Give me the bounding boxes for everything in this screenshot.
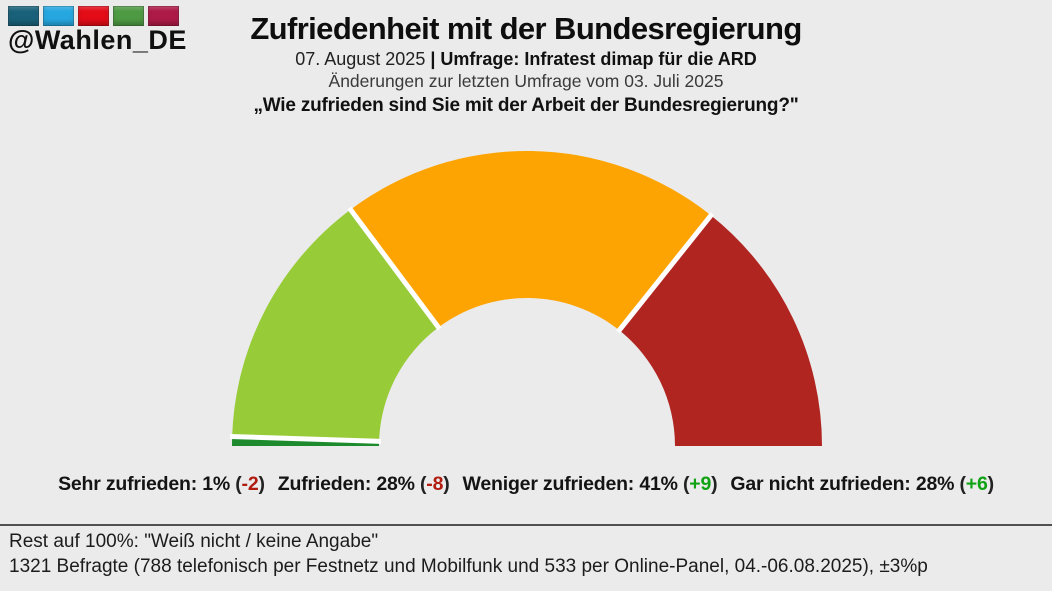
legend-paren-close: ) [443,473,450,495]
legend: Sehr zufrieden: 1% (-2) Zufrieden: 28% (-… [0,473,1052,496]
legend-change-value: +6 [965,473,988,495]
logo-square-2 [43,6,74,26]
gauge-segment-separator [616,212,715,334]
satisfaction-gauge-chart [230,150,822,446]
header: Zufriedenheit mit der Bundesregierung 07… [0,12,1052,117]
logo-handle: @Wahlen_DE [8,25,187,55]
legend-label-value: Zufrieden: 28% [277,473,415,495]
legend-label-value: Gar nicht zufrieden: 28% [730,473,955,495]
footer-sample-note: 1321 Befragte (788 telefonisch per Festn… [9,555,928,577]
legend-paren-open: ( [414,473,427,495]
legend-change-value: -8 [426,473,444,495]
legend-label-value: Sehr zufrieden: 1% [58,473,231,495]
legend-item-gar-nicht-zufrieden: Gar nicht zufrieden: 28% (+6) [730,473,994,496]
legend-change-value: +9 [689,473,712,495]
changes-note: Änderungen zur letzten Umfrage vom 03. J… [328,71,724,91]
logo-color-squares [8,6,187,26]
gauge-segment-separator [347,206,442,331]
gauge-segment-weniger-zufrieden [350,150,711,331]
subtitle-date-source: 07. August 2025 | Umfrage: Infratest dim… [0,49,1052,70]
logo-square-3 [78,6,109,26]
wahlen-de-logo: @Wahlen_DE [8,6,187,54]
legend-paren-open: ( [230,473,242,495]
legend-paren-open: ( [677,473,690,495]
legend-paren-close: ) [711,473,718,495]
gauge-segment-gar-nicht-zufrieden [619,215,822,446]
footer-rest-note: Rest auf 100%: "Weiß nicht / keine Angab… [9,531,379,552]
logo-square-4 [113,6,144,26]
legend-paren-open: ( [954,473,966,495]
footer: Rest auf 100%: "Weiß nicht / keine Angab… [0,524,1052,579]
survey-question: „Wie zufrieden sind Sie mit der Arbeit d… [253,95,799,116]
legend-change-value: -2 [241,473,259,495]
legend-label-value: Weniger zufrieden: 41% [462,473,678,495]
page-title: Zufriedenheit mit der Bundesregierung [250,11,802,46]
legend-item-zufrieden: Zufrieden: 28% (-8) [278,473,450,496]
gauge-segment-separator [230,433,382,444]
legend-item-weniger-zufrieden: Weniger zufrieden: 41% (+9) [463,473,718,496]
survey-source: | Umfrage: Infratest dimap für die ARD [430,49,757,69]
survey-date: 07. August 2025 [295,49,426,69]
legend-item-sehr-zufrieden: Sehr zufrieden: 1% (-2) [58,473,265,496]
legend-paren-close: ) [258,473,266,495]
legend-paren-close: ) [987,473,995,495]
logo-square-5 [148,6,179,26]
gauge-segment-zufrieden [232,209,439,442]
logo-square-1 [8,6,39,26]
